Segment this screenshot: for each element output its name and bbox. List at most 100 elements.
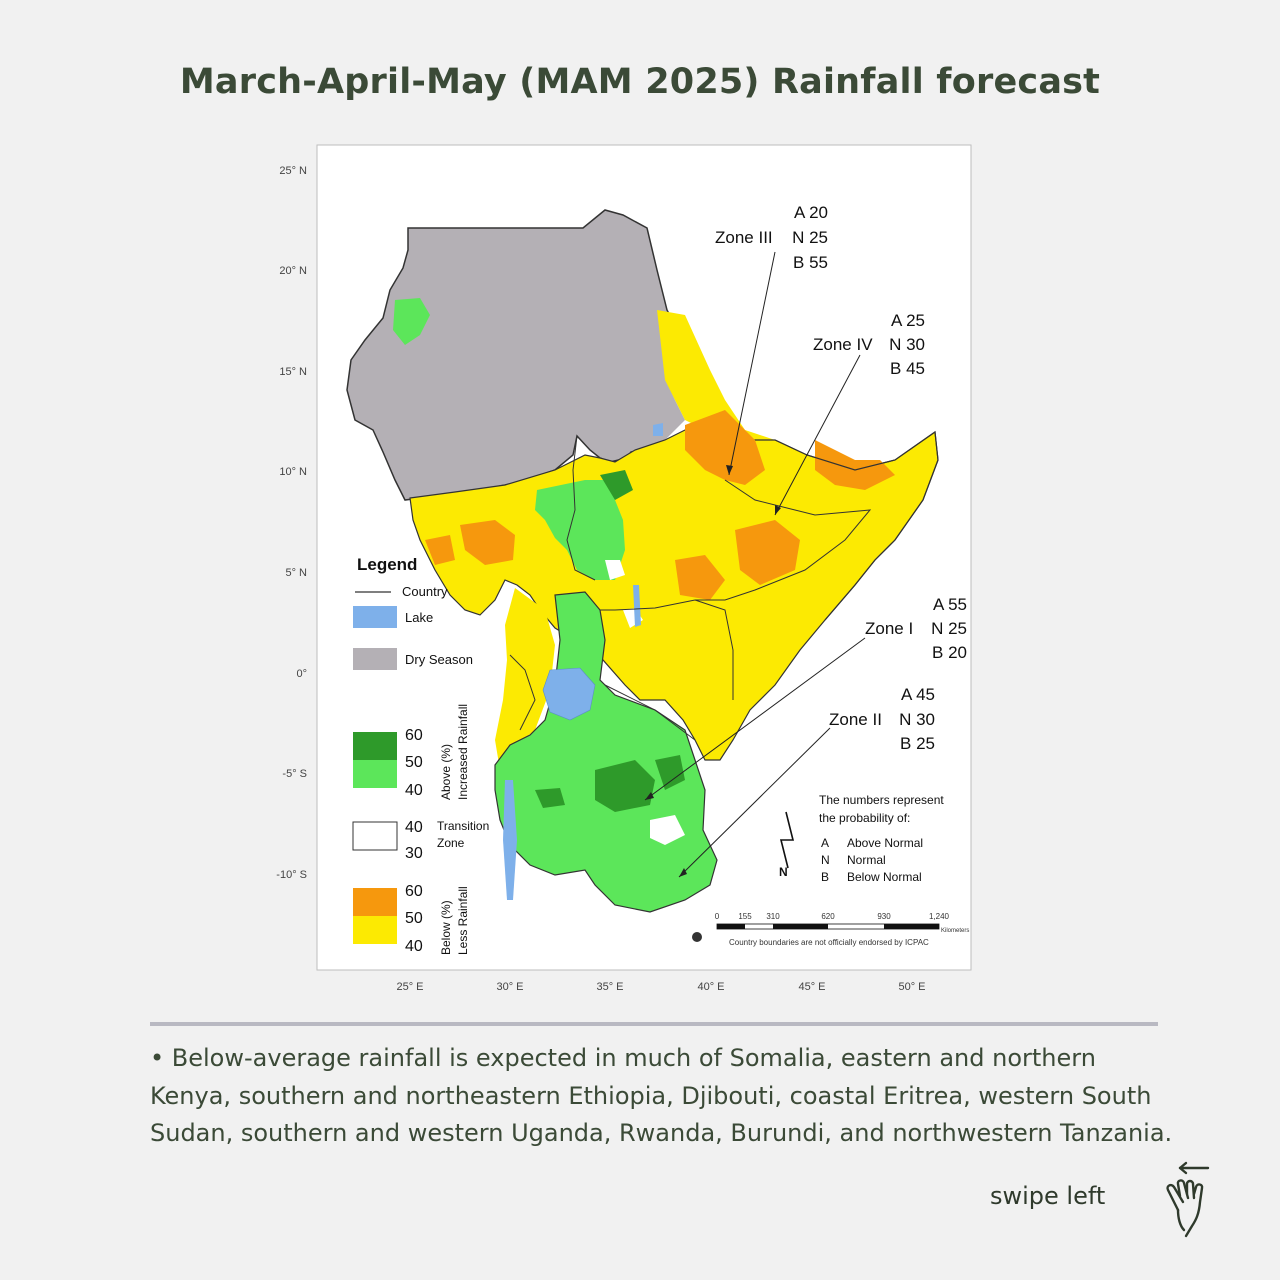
below-60-somalia [815,440,895,490]
below-60-ethiopia-south [735,520,800,585]
longitude-axis: 25° E 30° E 35° E 40° E 45° E 50° E [396,981,925,993]
scale-tick-930: 930 [877,912,891,921]
zone-i-name: Zone I [865,619,913,638]
legend-transition-30-value: 30 [405,845,423,862]
north-arrow-label: N [779,865,788,879]
legend-above-label-1: Above (%) [439,744,453,800]
legend-transition-label-1: Transition [437,819,489,833]
lake-tanganyika [503,780,517,900]
legend-above-40-value: 40 [405,782,423,799]
lat-tick-10n: 10° N [279,466,307,478]
below-60-kenya [675,555,725,600]
below-normal-north [657,310,775,450]
forecast-description: • Below-average rainfall is expected in … [150,1044,1173,1147]
rainfall-forecast-map: 25° N 20° N 15° N 10° N 5° N 0° -5° S -1… [255,140,985,1000]
legend-lake-label: Lake [405,610,433,625]
zone-iii-n: N 25 [792,228,828,247]
legend-above-50-swatch [353,760,397,788]
above-normal-west-ethiopia [535,480,625,580]
lon-tick-25e: 25° E [396,981,423,993]
zone-iii-label: A 20 Zone III N 25 B 55 [715,203,828,272]
probability-note-n: N [821,853,830,867]
north-arrow-icon: N [779,811,795,879]
section-divider [150,1022,1158,1026]
probability-note-line1: The numbers represent [819,793,944,807]
lon-tick-45e: 45° E [798,981,825,993]
lat-tick-20n: 20° N [279,265,307,277]
lat-tick-10s: -10° S [276,869,307,881]
horn-coastline [774,430,939,621]
icpac-logo-icon [692,932,702,942]
page-title: March-April-May (MAM 2025) Rainfall fore… [179,62,1101,102]
legend-below-50-swatch [353,916,397,944]
lake-victoria [542,667,596,721]
transition-patch-1 [650,815,685,845]
lon-tick-30e: 30° E [496,981,523,993]
disclaimer-text: Country boundaries are not officially en… [729,938,929,947]
probability-note-a: A [821,836,829,850]
lake-tana [653,423,663,436]
legend-above-60-value: 60 [405,727,423,744]
legend-lake-swatch [353,606,397,628]
zone-ii-a: A 45 [901,685,935,704]
lake-turkana [633,585,641,627]
legend-below-label-1: Below (%) [439,900,453,955]
lat-tick-15n: 15° N [279,366,307,378]
legend-transition-label-2: Zone [437,836,465,850]
legend-below-label-2: Less Rainfall [456,886,470,955]
below-60-southsudan [460,520,515,565]
zone-iii-b: B 55 [793,253,828,272]
lat-tick-25n: 25° N [279,165,307,177]
zone-ii-pointer [678,727,831,878]
scale-tick-155: 155 [738,912,752,921]
probability-note-line2: the probability of: [819,811,910,825]
transition-patch-3 [605,560,625,580]
probability-note-b-label: Below Normal [847,870,922,884]
lat-tick-5n: 5° N [285,567,307,579]
below-60-southsudan-west [425,535,455,565]
legend-country-label: Country [402,584,448,599]
scale-bar: 0 155 310 620 930 1,240 Kilometers [715,912,970,934]
legend-transition-swatch [352,821,398,851]
zone-i-label: A 55 Zone I N 25 B 20 [865,595,967,662]
legend-below-40-value: 40 [405,938,423,955]
above-60-small [535,788,565,808]
map-legend: Legend Country Lake Dry Season 60 50 40 … [352,555,489,955]
zone-iv-a: A 25 [891,311,925,330]
scale-unit: Kilometers [941,928,969,934]
zone-i-b: B 20 [932,643,967,662]
zone-i-pointer [644,637,866,801]
lat-tick-5s: -5° S [282,768,307,780]
lon-tick-50e: 50° E [898,981,925,993]
below-60-ethiopia [685,410,765,485]
legend-above-60-swatch [353,732,397,760]
zone-ii-n: N 30 [899,710,935,729]
legend-transition-40-value: 40 [405,819,423,836]
swipe-hand-icon [1166,1161,1210,1238]
zone-iv-pointer [774,354,861,516]
swipe-hint: swipe left [990,1182,1106,1210]
zone-i-a: A 55 [933,595,967,614]
scale-tick-0: 0 [715,912,720,921]
lon-tick-35e: 35° E [596,981,623,993]
above-60-tanzania-east [655,755,685,790]
below-normal-west [495,588,555,770]
legend-above-50-value: 50 [405,754,423,771]
scale-tick-1240: 1,240 [929,912,950,921]
zone-i-n: N 25 [931,619,967,638]
legend-below-60-value: 60 [405,883,423,900]
zone-ii-name: Zone II [829,710,882,729]
scale-tick-310: 310 [766,912,780,921]
zone-iii-a: A 20 [794,203,828,222]
zone-iv-n: N 30 [889,335,925,354]
zone-iii-pointer [728,251,776,476]
legend-below-60-swatch [353,888,397,916]
zone-ii-label: A 45 Zone II N 30 B 25 [829,685,935,753]
probability-note-a-label: Above Normal [847,836,923,850]
probability-note-b: B [821,870,829,884]
zone-iii-name: Zone III [715,228,773,247]
zone-iv-label: A 25 Zone IV N 30 B 45 [813,311,925,378]
legend-dry-season-swatch [353,648,397,670]
above-60-tanzania [595,760,655,812]
zone-iv-b: B 45 [890,359,925,378]
